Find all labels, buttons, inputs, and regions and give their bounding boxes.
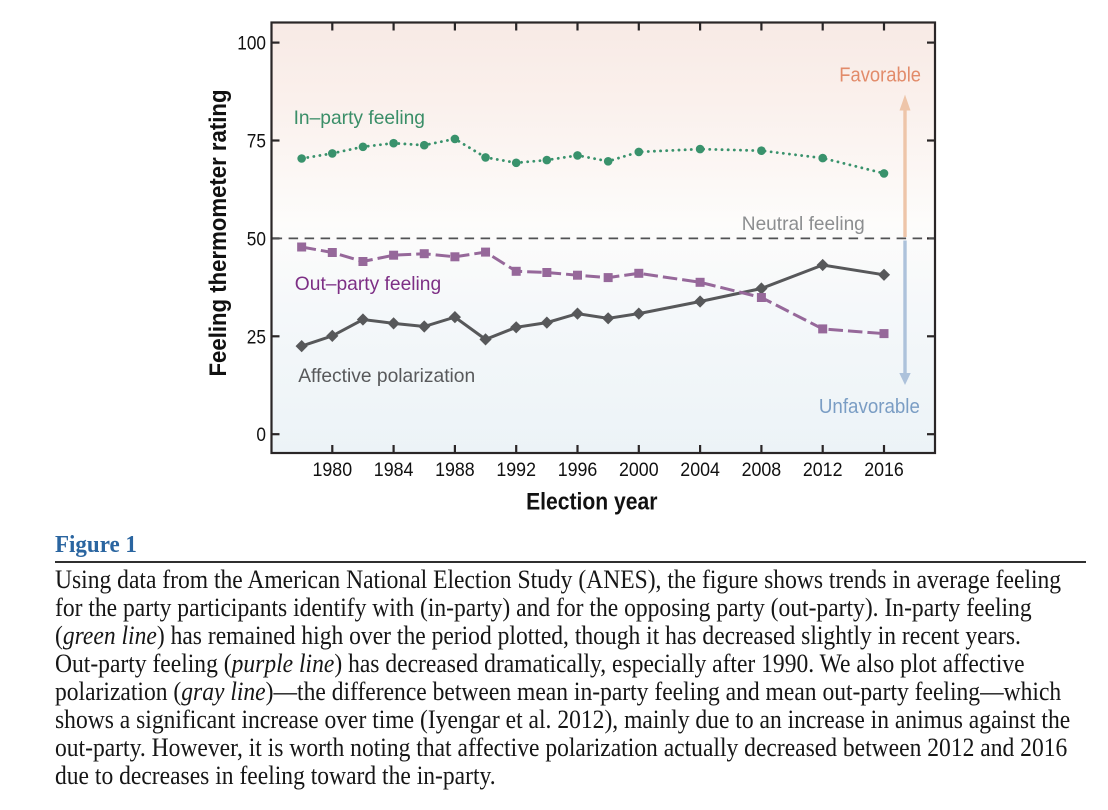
svg-text:50: 50 <box>247 228 266 250</box>
svg-text:2012: 2012 <box>803 459 843 481</box>
svg-text:Unfavorable: Unfavorable <box>819 396 920 418</box>
svg-text:Favorable: Favorable <box>839 65 921 87</box>
svg-text:2008: 2008 <box>742 459 782 481</box>
svg-text:Affective polarization: Affective polarization <box>298 365 475 387</box>
svg-text:Election year: Election year <box>526 489 658 516</box>
svg-text:Out–party feeling: Out–party feeling <box>295 273 441 295</box>
svg-text:1984: 1984 <box>374 459 414 481</box>
svg-text:1992: 1992 <box>496 459 536 481</box>
svg-text:1996: 1996 <box>558 459 598 481</box>
svg-text:2016: 2016 <box>864 459 904 481</box>
svg-text:1988: 1988 <box>435 459 475 481</box>
svg-text:25: 25 <box>247 326 266 348</box>
svg-text:Feeling thermometer rating: Feeling thermometer rating <box>205 90 232 377</box>
svg-text:2000: 2000 <box>619 459 659 481</box>
svg-text:75: 75 <box>247 131 266 153</box>
svg-text:2004: 2004 <box>680 459 720 481</box>
svg-text:100: 100 <box>237 33 266 55</box>
svg-text:Neutral feeling: Neutral feeling <box>742 213 865 235</box>
svg-text:In–party feeling: In–party feeling <box>294 107 425 129</box>
svg-text:1980: 1980 <box>313 459 353 481</box>
svg-text:0: 0 <box>256 424 266 446</box>
